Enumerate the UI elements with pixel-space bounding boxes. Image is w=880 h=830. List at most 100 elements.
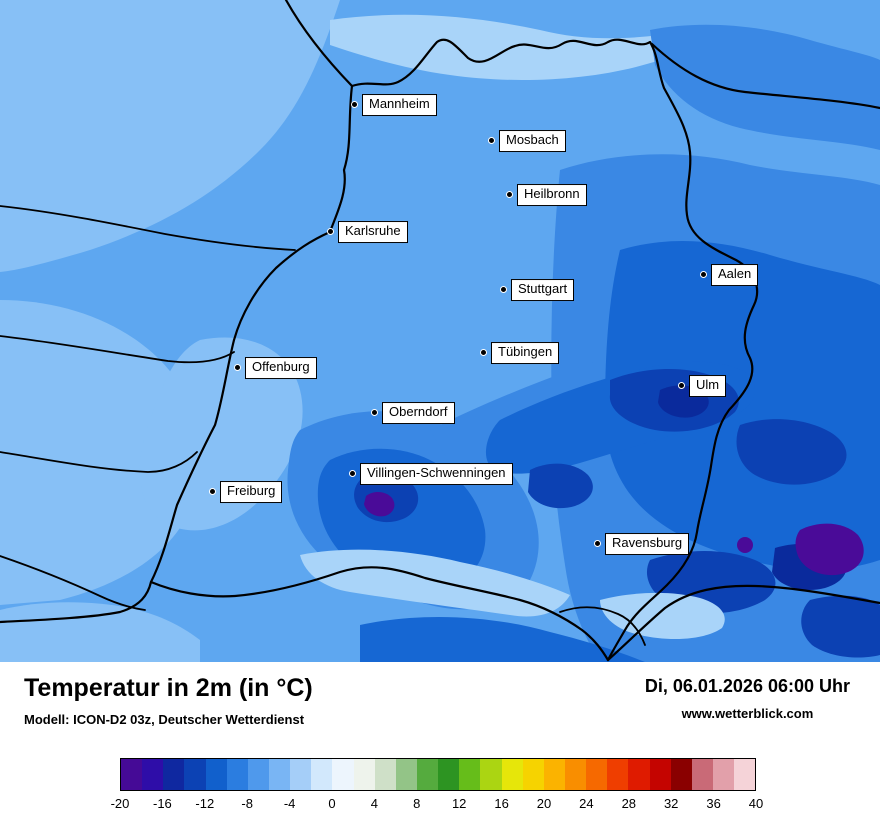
field-darker-blob [736, 419, 847, 485]
city-layer: Mannheim Mosbach Heilbronn Karlsruhe Stuttga… [209, 94, 759, 555]
city-dot-icon [327, 228, 334, 236]
colorbar-tick: 0 [328, 796, 336, 811]
border-top-right [650, 42, 880, 110]
colorbar-cell [121, 759, 143, 790]
colorbar-cell [522, 759, 544, 790]
city-marker: Heilbronn [506, 184, 587, 206]
city-dot-icon [351, 101, 358, 109]
city-marker: Offenburg [234, 357, 317, 379]
colorbar-cell [395, 759, 417, 790]
colorbar-cell [734, 759, 756, 790]
colorbar-tick: -8 [241, 796, 253, 811]
colorbar-cell [205, 759, 227, 790]
border-lake [559, 606, 646, 646]
colorbar-tick: 28 [621, 796, 637, 811]
colorbar-cell [586, 759, 608, 790]
colorbar-cell [374, 759, 396, 790]
city-dot-icon [500, 286, 507, 294]
city-label: Stuttgart [511, 279, 575, 301]
city-marker: Tübingen [480, 342, 560, 364]
field-light-blob [0, 602, 200, 662]
colorbar-cell [691, 759, 713, 790]
page-title: Temperatur in 2m (in °C) [24, 674, 313, 702]
field-light-blob [0, 300, 200, 605]
colorbar-cell [184, 759, 206, 790]
city-label: Oberndorf [382, 402, 455, 424]
colorbar-tick: 8 [413, 796, 421, 811]
city-label: Villingen-Schwenningen [360, 463, 513, 485]
colorbar [120, 758, 756, 791]
city-label: Aalen [711, 264, 759, 286]
city-label: Karlsruhe [338, 221, 408, 243]
colorbar-tick: 4 [370, 796, 379, 811]
colorbar-tick: 32 [663, 796, 679, 811]
colorbar-cell [501, 759, 523, 790]
city-label: Mannheim [362, 94, 437, 116]
city-marker: Karlsruhe [327, 221, 408, 243]
colorbar-cell [142, 759, 164, 790]
border-southwest-corner [0, 555, 146, 611]
colorbar-tick: 24 [579, 796, 594, 811]
colorbar-tick: 20 [536, 796, 552, 811]
city-dot-icon [371, 409, 378, 417]
colorbar-cell [712, 759, 735, 790]
border-west-rhine [0, 0, 354, 624]
colorbar-cell [163, 759, 185, 790]
city-label: Freiburg [220, 481, 283, 503]
city-label: Ulm [689, 375, 727, 397]
colorbar-tick: -4 [283, 796, 296, 811]
colorbar-tick: -12 [195, 796, 215, 811]
colorbar-cell [311, 759, 333, 790]
city-dot-icon [506, 191, 513, 199]
colorbar-tick: 16 [494, 796, 509, 811]
city-dot-icon [209, 488, 216, 496]
colorbar-cell [459, 759, 481, 790]
field-light-blob [330, 14, 660, 80]
colorbar-cell [226, 759, 248, 790]
model-info: Modell: ICON-D2 03z, Deutscher Wetterdie… [24, 712, 305, 727]
map-footer: Temperatur in 2m (in °C) Modell: ICON-D2… [0, 662, 880, 830]
border-france-1 [0, 205, 296, 251]
border-north-east [350, 38, 759, 662]
city-marker: Freiburg [209, 481, 283, 503]
colorbar-cell [543, 759, 565, 790]
colorbar-cell [564, 759, 587, 790]
city-label: Heilbronn [517, 184, 587, 206]
field-purple-spot [737, 537, 753, 553]
colorbar-tick: 36 [706, 796, 721, 811]
field-mid-region [650, 24, 880, 150]
city-dot-icon [480, 349, 487, 357]
colorbar-tick: 12 [451, 796, 467, 811]
colorbar-tick: 40 [748, 796, 764, 811]
colorbar-cell [416, 759, 439, 790]
city-marker: Villingen-Schwenningen [349, 463, 513, 485]
city-dot-icon [700, 271, 707, 279]
colorbar-cell [438, 759, 460, 790]
city-label: Offenburg [245, 357, 317, 379]
city-dot-icon [234, 364, 241, 372]
colorbar-cell [480, 759, 502, 790]
colorbar-cell [247, 759, 269, 790]
city-marker: Aalen [700, 264, 759, 286]
colorbar-tick: -16 [152, 796, 172, 811]
city-dot-icon [349, 470, 356, 478]
city-marker: Ulm [678, 375, 727, 397]
field-purple-spot [364, 492, 395, 517]
colorbar-cell [268, 759, 291, 790]
footer-right-column: Di, 06.01.2026 06:00 Uhr www.wetterblick… [645, 676, 850, 721]
field-purple-spot [795, 523, 864, 576]
city-dot-icon [678, 382, 685, 390]
city-marker: Oberndorf [371, 402, 455, 424]
colorbar-ticks: -20 -16 -12 -8 -4 0 4 8 12 16 20 24 28 32 36 40 [111, 796, 764, 814]
field-darker-blob [801, 595, 880, 658]
border-france-2 [0, 335, 235, 364]
field-light-valley [600, 592, 725, 640]
city-marker: Ravensburg [594, 533, 690, 555]
border-south-east [606, 584, 880, 662]
temperature-map: Mannheim Mosbach Heilbronn Karlsruhe Stuttga… [0, 0, 880, 662]
field-light-blob [0, 0, 340, 272]
city-label: Tübingen [491, 342, 560, 364]
colorbar-tick: -20 [110, 796, 130, 811]
city-dot-icon [594, 540, 601, 548]
